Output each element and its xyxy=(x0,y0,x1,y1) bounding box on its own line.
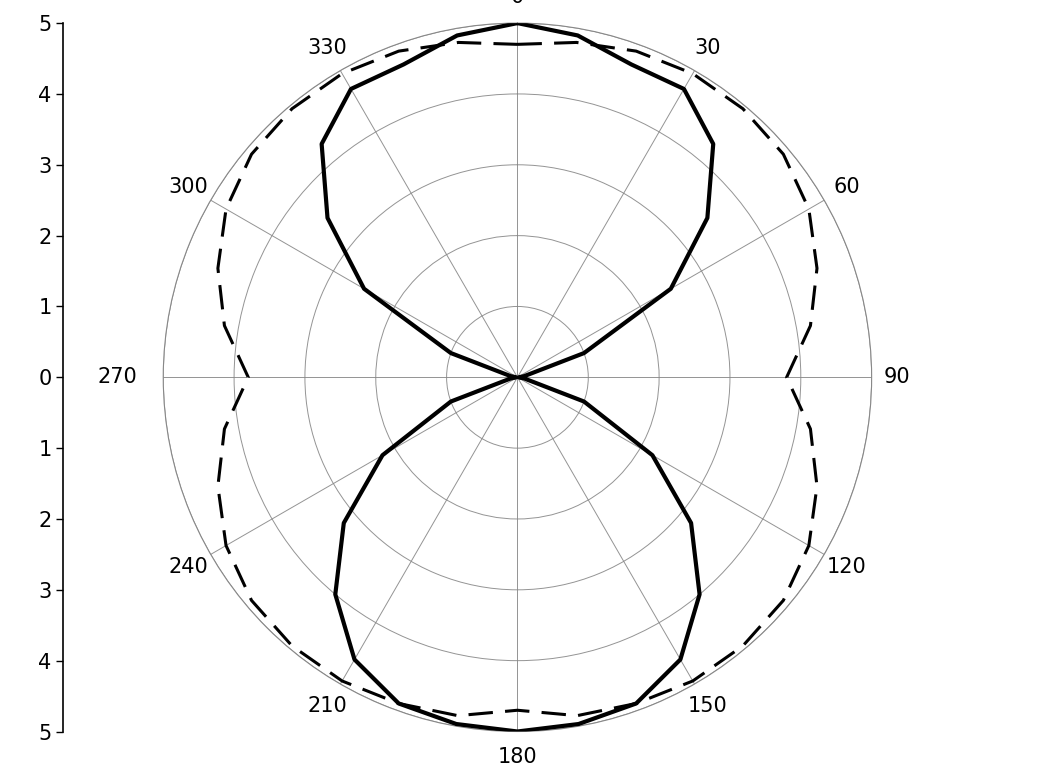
H pattern (dB) xyxy=(736,104,749,113)
E pattern (dB) xyxy=(344,85,357,94)
E pattern (dB) xyxy=(358,284,371,293)
E pattern (dB) xyxy=(451,31,464,40)
E pattern (dB) xyxy=(511,18,524,28)
H pattern (dB) xyxy=(570,38,583,47)
E pattern (dB) xyxy=(316,139,328,149)
E pattern (dB) xyxy=(571,31,584,40)
H pattern (dB) xyxy=(629,699,642,708)
H pattern (dB) xyxy=(286,641,299,651)
H pattern (dB) xyxy=(804,321,816,330)
E pattern (dB) xyxy=(684,518,697,527)
H pattern (dB) xyxy=(242,373,254,382)
H pattern (dB) xyxy=(777,149,790,159)
E pattern (dB) xyxy=(674,655,686,665)
E pattern (dB) xyxy=(338,518,351,527)
E pattern (dB) xyxy=(518,371,531,380)
H pattern (dB) xyxy=(803,204,815,213)
E pattern (dB) xyxy=(706,139,719,149)
H pattern (dB) xyxy=(777,596,790,605)
E pattern (dB) xyxy=(625,60,638,69)
E pattern (dB) xyxy=(693,590,705,599)
E pattern (dB) xyxy=(329,590,342,599)
H pattern (dB) xyxy=(780,373,793,382)
H pattern (dB) xyxy=(393,699,406,708)
H pattern (dB) xyxy=(811,263,824,273)
E pattern (dB) xyxy=(646,450,659,460)
H pattern (dB) xyxy=(686,676,699,685)
H pattern (dB) xyxy=(452,711,465,720)
H pattern (dB) xyxy=(245,149,258,159)
E pattern (dB) xyxy=(445,349,457,358)
E pattern (dB) xyxy=(504,371,516,380)
E pattern (dB) xyxy=(572,719,585,728)
E pattern (dB) xyxy=(701,213,714,223)
E pattern (dB) xyxy=(504,374,516,383)
Line: E pattern (dB): E pattern (dB) xyxy=(322,23,713,732)
E pattern (dB) xyxy=(450,719,463,728)
E pattern (dB) xyxy=(397,60,410,69)
H pattern (dB) xyxy=(686,69,699,79)
H pattern (dB) xyxy=(811,482,824,491)
E pattern (dB) xyxy=(678,85,691,94)
E pattern (dB) xyxy=(393,699,406,708)
H pattern (dB) xyxy=(336,69,348,79)
E pattern (dB) xyxy=(348,655,361,665)
E pattern (dB) xyxy=(512,373,525,382)
H pattern (dB) xyxy=(511,705,524,715)
H pattern (dB) xyxy=(220,204,232,213)
H pattern (dB) xyxy=(736,641,749,651)
H pattern (dB) xyxy=(804,424,816,434)
E pattern (dB) xyxy=(664,284,677,293)
H pattern (dB) xyxy=(393,46,406,55)
H pattern (dB) xyxy=(220,541,232,551)
H pattern (dB) xyxy=(245,596,258,605)
H pattern (dB) xyxy=(452,38,465,47)
H pattern (dB) xyxy=(511,40,524,49)
E pattern (dB) xyxy=(376,450,389,460)
H pattern (dB) xyxy=(511,40,524,49)
H pattern (dB) xyxy=(286,104,299,113)
H pattern (dB) xyxy=(336,676,348,685)
E pattern (dB) xyxy=(510,373,523,382)
H pattern (dB) xyxy=(219,424,231,434)
H pattern (dB) xyxy=(211,482,224,491)
E pattern (dB) xyxy=(511,18,524,28)
H pattern (dB) xyxy=(570,711,583,720)
E pattern (dB) xyxy=(578,349,590,358)
E pattern (dB) xyxy=(578,397,590,406)
H pattern (dB) xyxy=(629,46,642,55)
E pattern (dB) xyxy=(511,727,524,736)
E pattern (dB) xyxy=(629,699,642,708)
E pattern (dB) xyxy=(321,213,334,223)
E pattern (dB) xyxy=(518,374,531,383)
H pattern (dB) xyxy=(803,541,815,550)
H pattern (dB) xyxy=(211,263,224,273)
E pattern (dB) xyxy=(445,397,457,406)
Line: H pattern (dB): H pattern (dB) xyxy=(218,42,817,715)
H pattern (dB) xyxy=(219,321,231,330)
